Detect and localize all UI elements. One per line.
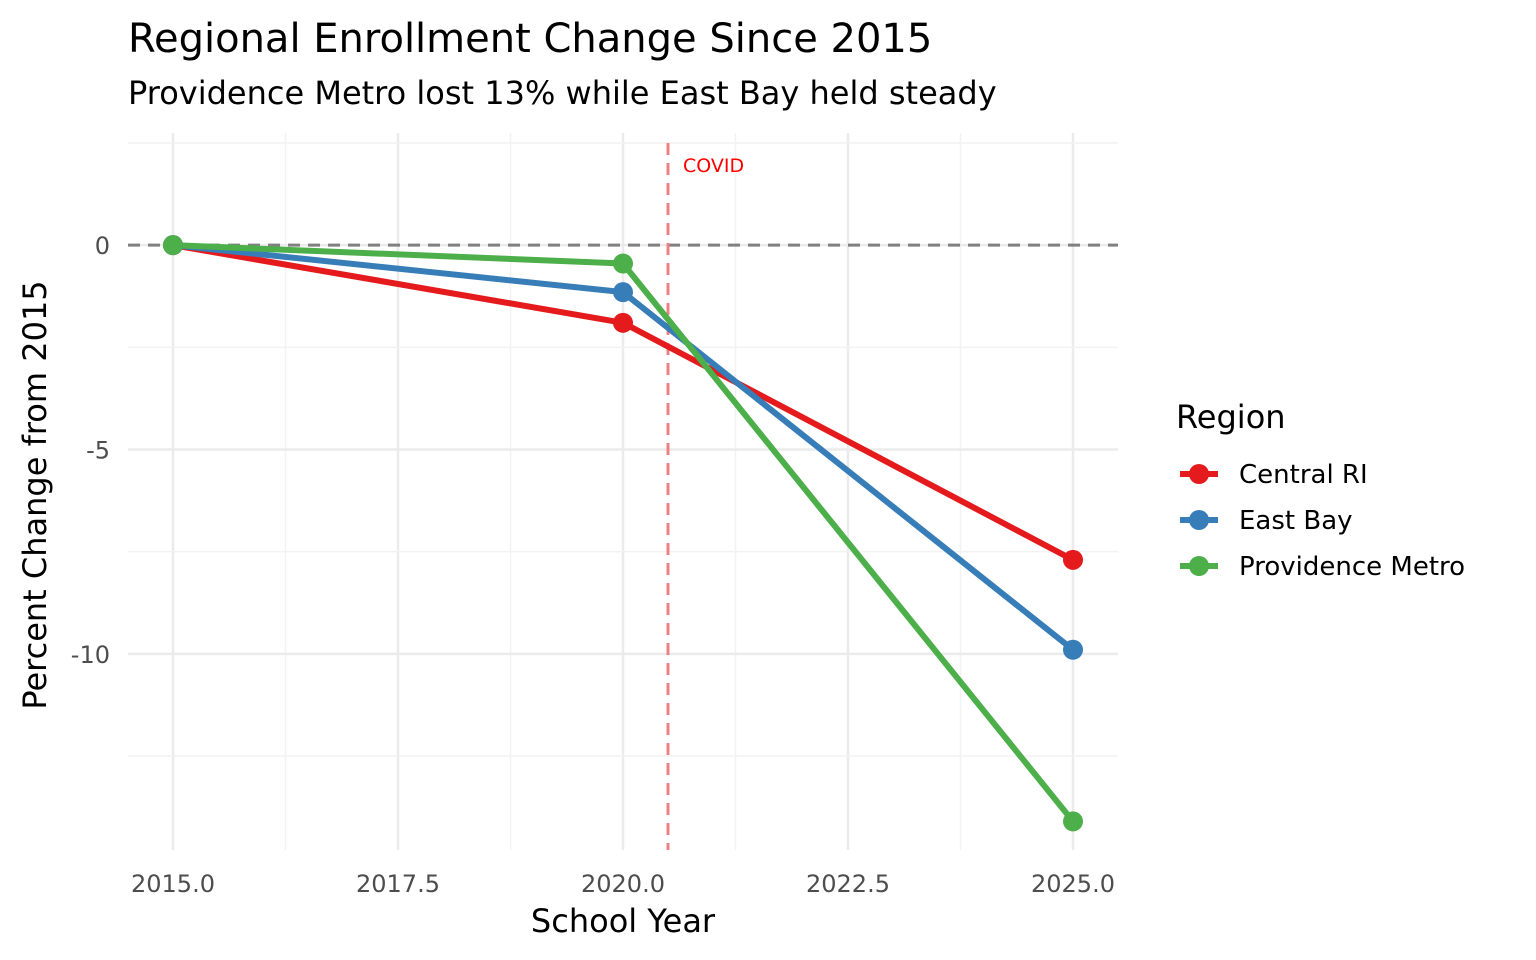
legend-key-point (1189, 556, 1209, 576)
chart-title: Regional Enrollment Change Since 2015 (128, 16, 932, 62)
legend-label: East Bay (1239, 506, 1353, 536)
legend-label: Central RI (1239, 460, 1368, 490)
y-tick-label: -10 (71, 641, 110, 669)
covid-annotation: COVID (683, 155, 744, 177)
legend-key-point (1189, 464, 1209, 484)
legend: Central RI East Bay Providence Metro (1180, 460, 1465, 582)
data-point (1063, 639, 1083, 660)
x-tick-label: 2025.0 (1031, 870, 1115, 898)
y-axis-label: Percent Change from 2015 (16, 280, 54, 709)
series-group (163, 235, 1083, 832)
legend-key-point (1189, 510, 1209, 530)
axis-ticks: 2015.0 2017.5 2020.0 2022.5 2025.0 0 -5 -10 (71, 232, 1115, 898)
data-point (613, 312, 633, 333)
data-point (613, 282, 633, 303)
chart-subtitle: Providence Metro lost 13% while East Bay… (128, 74, 997, 112)
data-point (1063, 811, 1083, 832)
data-point (1063, 549, 1083, 570)
x-tick-label: 2022.5 (806, 870, 890, 898)
x-tick-label: 2020.0 (581, 870, 665, 898)
data-point (613, 253, 633, 274)
x-axis-label: School Year (531, 902, 716, 940)
y-tick-label: -5 (86, 437, 110, 465)
y-tick-label: 0 (95, 232, 110, 260)
legend-title: Region (1176, 398, 1286, 436)
legend-label: Providence Metro (1239, 552, 1465, 582)
x-tick-label: 2017.5 (356, 870, 440, 898)
grid (128, 133, 1118, 850)
reference-lines (128, 143, 1118, 850)
x-tick-label: 2015.0 (131, 870, 215, 898)
data-point (163, 235, 183, 256)
